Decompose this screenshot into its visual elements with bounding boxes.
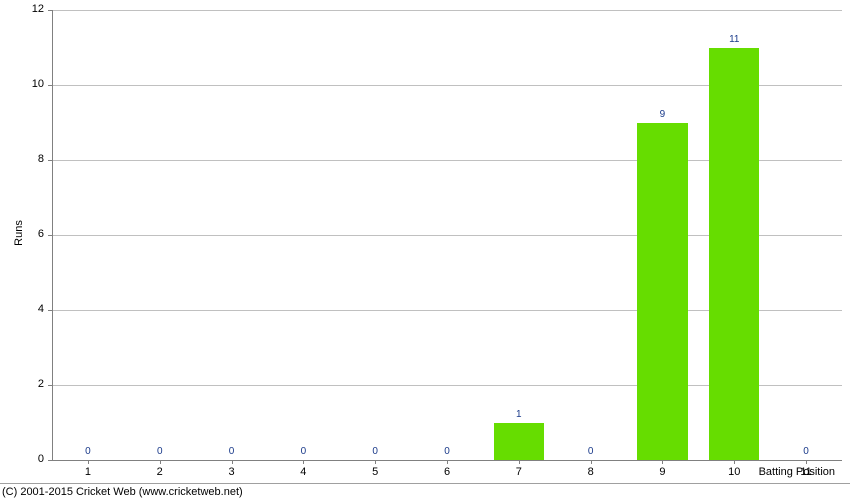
x-tick <box>375 460 376 464</box>
x-tick <box>303 460 304 464</box>
x-tick-label: 7 <box>504 466 534 478</box>
x-tick <box>160 460 161 464</box>
x-tick-label: 1 <box>73 466 103 478</box>
bar-value-label: 0 <box>791 446 821 457</box>
x-tick-label: 11 <box>791 466 821 478</box>
bar-value-label: 0 <box>145 446 175 457</box>
bar-value-label: 0 <box>576 446 606 457</box>
x-tick-label: 4 <box>288 466 318 478</box>
footer-divider <box>0 483 850 484</box>
x-tick-label: 8 <box>576 466 606 478</box>
x-tick-label: 6 <box>432 466 462 478</box>
x-tick-label: 3 <box>217 466 247 478</box>
y-tick-label: 4 <box>22 303 44 315</box>
gridline <box>52 10 842 11</box>
bar <box>637 123 687 461</box>
y-tick-label: 0 <box>22 453 44 465</box>
bar <box>494 423 544 461</box>
runs-by-batting-position-chart: Runs Batting Position (C) 2001-2015 Cric… <box>0 0 850 500</box>
x-tick <box>734 460 735 464</box>
plot-area <box>52 10 842 460</box>
copyright-text: (C) 2001-2015 Cricket Web (www.cricketwe… <box>2 486 243 498</box>
y-tick-label: 10 <box>22 78 44 90</box>
bar-value-label: 0 <box>360 446 390 457</box>
y-axis <box>52 10 53 460</box>
x-tick-label: 5 <box>360 466 390 478</box>
bar-value-label: 9 <box>647 109 677 120</box>
x-tick-label: 2 <box>145 466 175 478</box>
bar-value-label: 0 <box>73 446 103 457</box>
y-tick-label: 2 <box>22 378 44 390</box>
x-tick-label: 9 <box>647 466 677 478</box>
x-tick <box>662 460 663 464</box>
x-tick <box>519 460 520 464</box>
bar-value-label: 0 <box>217 446 247 457</box>
bar-value-label: 11 <box>719 34 749 45</box>
x-tick <box>806 460 807 464</box>
x-tick-label: 10 <box>719 466 749 478</box>
y-tick-label: 12 <box>22 3 44 15</box>
y-tick-label: 8 <box>22 153 44 165</box>
bar <box>709 48 759 461</box>
bar-value-label: 0 <box>432 446 462 457</box>
x-tick <box>591 460 592 464</box>
x-tick <box>447 460 448 464</box>
bar-value-label: 0 <box>288 446 318 457</box>
y-tick-label: 6 <box>22 228 44 240</box>
x-tick <box>88 460 89 464</box>
bar-value-label: 1 <box>504 409 534 420</box>
x-tick <box>232 460 233 464</box>
